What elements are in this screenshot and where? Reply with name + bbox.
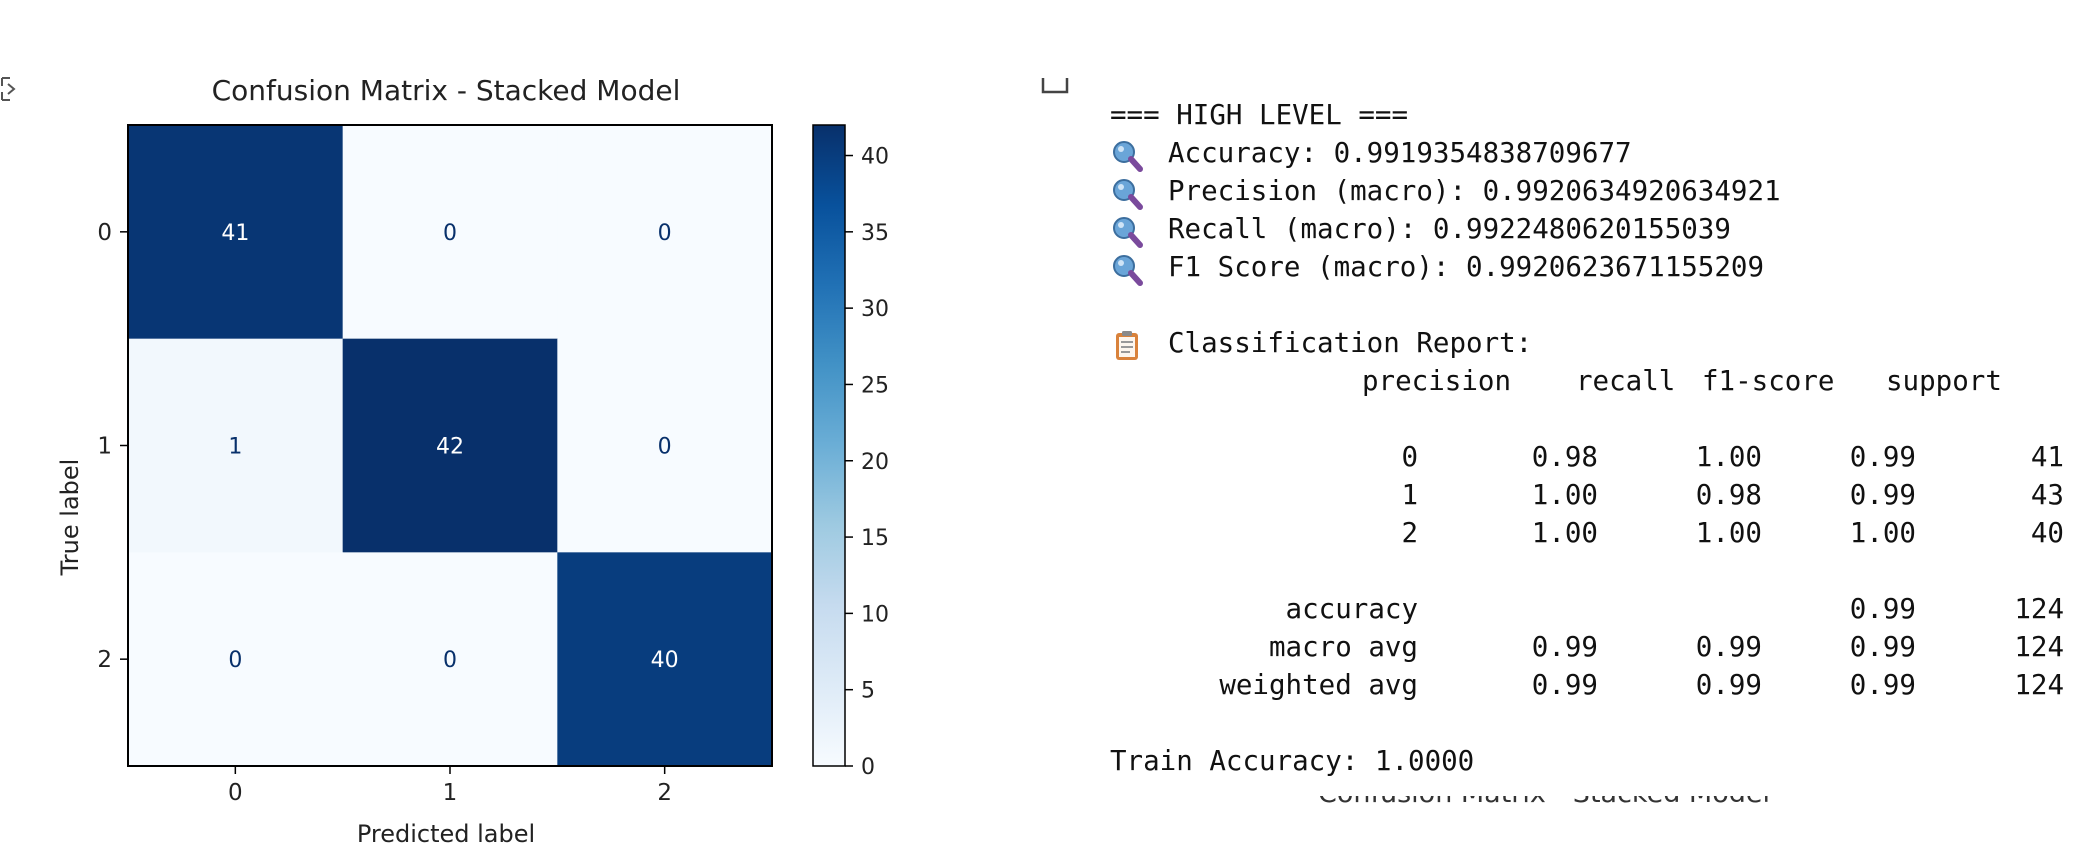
metric-line: Precision (macro): 0.9920634920634921	[1110, 172, 2070, 210]
matrix-cell	[557, 338, 773, 553]
cell-f1-score: 0.99	[1849, 479, 1916, 511]
magnifier-icon	[1113, 179, 1143, 210]
confusion-matrix-chart: Confusion Matrix - Stacked Model True la…	[56, 74, 889, 848]
cell-value-label: 0	[658, 221, 672, 246]
row-label: weighted avg	[1219, 669, 1418, 701]
cell-precision: 1.00	[1531, 517, 1598, 549]
colorbar-tick-label: 40	[861, 145, 889, 170]
cell-support: 40	[2030, 517, 2064, 549]
cell-recall: 1.00	[1695, 517, 1762, 549]
colorbar-tick-label: 20	[861, 450, 889, 475]
cell-value-label: 0	[228, 648, 242, 673]
cell-f1-score: 0.99	[1849, 631, 1916, 663]
cell-support: 124	[2014, 631, 2064, 663]
colorbar-tick-label: 35	[861, 221, 889, 246]
x-tick-label: 2	[657, 780, 672, 806]
y-tick-label: 2	[97, 647, 112, 673]
report-row: 0 0.98 1.00 0.99 41	[1110, 438, 2070, 476]
cell-recall: 0.98	[1695, 479, 1762, 511]
cell-recall: 1.00	[1695, 441, 1762, 473]
cell-precision: 0.98	[1531, 441, 1598, 473]
chart-title: Confusion Matrix - Stacked Model	[212, 74, 681, 107]
output-collapse-icon[interactable]	[1041, 76, 1069, 96]
cell-support: 124	[2014, 593, 2064, 625]
report-row: 2 1.00 1.00 1.00 40	[1110, 514, 2070, 552]
cell-precision: 0.99	[1531, 631, 1598, 663]
matrix-cell	[342, 552, 558, 767]
header-f1-score: f1-score	[1702, 365, 1835, 397]
cell-value-label: 1	[228, 435, 242, 460]
magnifier-icon	[1113, 255, 1143, 286]
colorbar	[812, 124, 846, 767]
row-label: macro avg	[1268, 631, 1418, 663]
magnifier-icon	[1113, 217, 1143, 248]
metric-text: F1 Score (macro): 0.9920623671155209	[1168, 251, 1765, 283]
cell-recall: 0.99	[1695, 631, 1762, 663]
colorbar-tick-label: 10	[861, 602, 889, 627]
y-tick-label: 0	[97, 220, 112, 246]
cell-support: 41	[2030, 441, 2064, 473]
colorbar-tick-label: 30	[861, 297, 889, 322]
colorbar-tick-label: 5	[861, 679, 875, 704]
row-label: accuracy	[1285, 593, 1418, 625]
matrix-cell	[342, 338, 558, 553]
metric-text: Precision (macro): 0.9920634920634921	[1168, 175, 1781, 207]
header-support: support	[1886, 365, 2002, 397]
cell-support: 43	[2030, 479, 2064, 511]
cell-value-label: 0	[658, 435, 672, 460]
cell-support: 124	[2014, 669, 2064, 701]
row-label: 0	[1401, 441, 1418, 473]
cell-output-text: === HIGH LEVEL === Accuracy: 0.991935483…	[1110, 96, 2070, 780]
x-tick-label: 0	[228, 780, 243, 806]
colorbar-tick-label: 25	[861, 373, 889, 398]
clipboard-icon	[1116, 331, 1138, 360]
high-level-header: === HIGH LEVEL ===	[1110, 99, 1409, 131]
summary-row: accuracy 0.99 124	[1110, 590, 2070, 628]
x-tick-label: 1	[443, 780, 458, 806]
report-row: 1 1.00 0.98 0.99 43	[1110, 476, 2070, 514]
matrix-frame	[127, 124, 773, 767]
header-recall: recall	[1576, 365, 1676, 397]
matrix-cell	[557, 552, 773, 767]
matrix-cell	[557, 125, 773, 340]
metric-line: Accuracy: 0.9919354838709677	[1110, 134, 2070, 172]
cell-precision: 0.99	[1531, 669, 1598, 701]
cell-f1-score: 0.99	[1849, 593, 1916, 625]
cell-value-label: 41	[221, 221, 249, 246]
metric-line: Recall (macro): 0.9922480620155039	[1110, 210, 2070, 248]
summary-row: weighted avg 0.99 0.99 0.99 124	[1110, 666, 2070, 704]
metric-text: Accuracy: 0.9919354838709677	[1168, 137, 1632, 169]
cell-expand-icon[interactable]	[0, 76, 22, 102]
header-precision: precision	[1362, 365, 1512, 397]
cell-precision: 1.00	[1531, 479, 1598, 511]
y-axis-label: True label	[56, 459, 84, 577]
cell-f1-score: 0.99	[1849, 669, 1916, 701]
report-header-row: precision recall f1-score support	[1110, 362, 2070, 400]
matrix-cell	[342, 125, 558, 340]
row-label: 1	[1401, 479, 1418, 511]
cutoff-next-title: Confusion Matrix - Stacked Model	[1318, 796, 1918, 808]
cell-recall: 0.99	[1695, 669, 1762, 701]
cell-f1-score: 1.00	[1849, 517, 1916, 549]
matrix-cell	[128, 125, 344, 340]
cell-f1-score: 0.99	[1849, 441, 1916, 473]
cell-value-label: 40	[651, 648, 679, 673]
report-title-line: Classification Report:	[1110, 324, 2070, 362]
report-title: Classification Report:	[1168, 327, 1533, 359]
metric-text: Recall (macro): 0.9922480620155039	[1168, 213, 1731, 245]
matrix-cell	[128, 552, 344, 767]
y-tick-label: 1	[97, 434, 112, 460]
row-label: 2	[1401, 517, 1418, 549]
cell-value-label: 0	[443, 221, 457, 246]
cell-value-label: 0	[443, 648, 457, 673]
matrix-cell	[128, 338, 344, 553]
magnifier-icon	[1113, 141, 1143, 172]
colorbar-tick-label: 15	[861, 526, 889, 551]
metric-line: F1 Score (macro): 0.9920623671155209	[1110, 248, 2070, 286]
cell-value-label: 42	[436, 435, 464, 460]
train-accuracy: Train Accuracy: 1.0000	[1110, 745, 1475, 777]
colorbar-tick-label: 0	[861, 755, 875, 780]
x-axis-label: Predicted label	[357, 820, 535, 848]
summary-row: macro avg 0.99 0.99 0.99 124	[1110, 628, 2070, 666]
